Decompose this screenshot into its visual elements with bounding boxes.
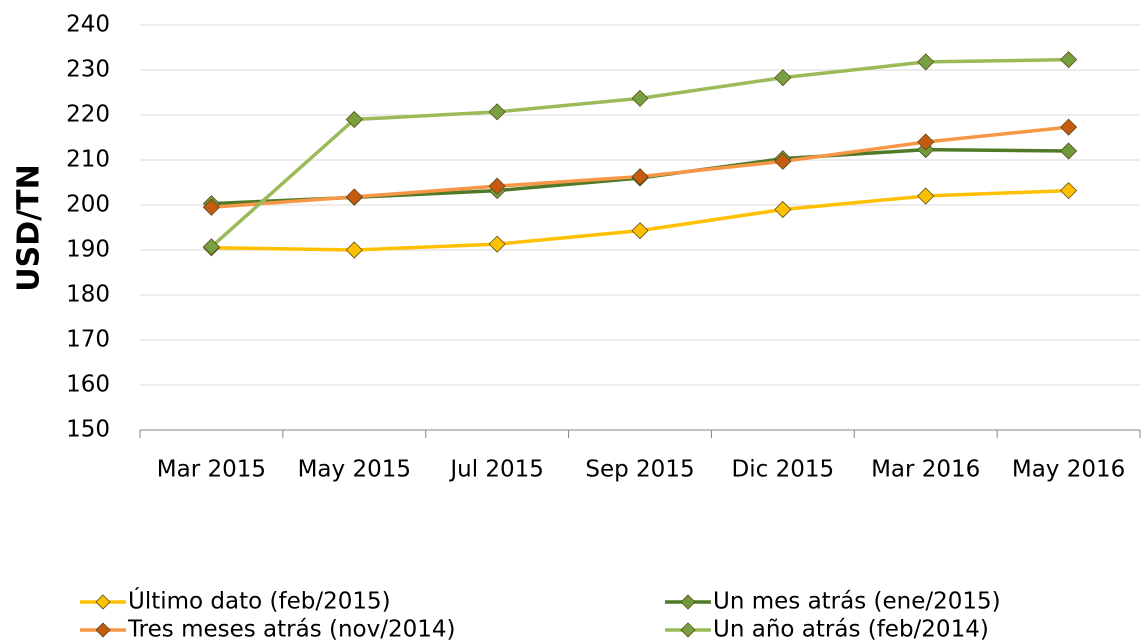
- legend-marker: [680, 622, 696, 638]
- x-tick-label: Dic 2015: [732, 457, 835, 483]
- series-marker: [631, 222, 649, 240]
- series-marker: [1060, 182, 1078, 200]
- series-marker: [774, 200, 792, 219]
- series-marker: [345, 241, 363, 259]
- x-tick-label: May 2016: [1012, 457, 1125, 483]
- legend-label: Un año atrás (feb/2014): [713, 617, 989, 641]
- series-marker: [917, 133, 935, 151]
- series-marker: [488, 235, 506, 253]
- legend-label: Último dato (feb/2015): [128, 587, 391, 615]
- legend-label: Un mes atrás (ene/2015): [713, 589, 1001, 615]
- series-line: [210, 57, 1069, 249]
- x-tick-label: Sep 2015: [585, 457, 694, 483]
- y-tick-label: 240: [66, 12, 110, 38]
- series-marker: [202, 238, 220, 256]
- y-tick-label: 150: [66, 417, 110, 443]
- legend-marker: [680, 594, 696, 610]
- series-marker: [345, 188, 363, 206]
- series-marker: [774, 152, 792, 170]
- y-tick-label: 210: [66, 147, 110, 173]
- series-marker: [488, 103, 506, 121]
- legend-marker: [95, 622, 111, 638]
- series-marker: [345, 110, 363, 129]
- series-marker: [1060, 51, 1078, 69]
- y-tick-label: 180: [66, 282, 110, 308]
- series-marker: [917, 187, 935, 205]
- x-tick-label: May 2015: [298, 457, 411, 483]
- series-marker: [1060, 118, 1078, 136]
- y-tick-label: 200: [66, 192, 110, 218]
- y-tick-label: 160: [66, 372, 110, 398]
- series-marker: [917, 53, 935, 71]
- y-tick-label: 230: [66, 57, 110, 83]
- legend-marker: [95, 594, 111, 610]
- x-tick-label: Mar 2015: [157, 457, 266, 483]
- series-marker: [774, 69, 792, 87]
- y-axis-label: USD/TN: [12, 164, 47, 291]
- series-marker: [631, 168, 649, 186]
- series-marker: [488, 177, 506, 195]
- series-marker: [202, 198, 220, 216]
- x-tick-label: Mar 2016: [871, 457, 980, 483]
- series-marker: [1060, 142, 1078, 160]
- y-tick-label: 220: [66, 102, 110, 128]
- series-marker: [631, 89, 649, 107]
- y-tick-label: 170: [66, 327, 110, 353]
- x-tick-label: Jul 2015: [448, 457, 544, 483]
- legend-label: Tres meses atrás (nov/2014): [127, 617, 456, 641]
- y-tick-label: 190: [66, 237, 110, 263]
